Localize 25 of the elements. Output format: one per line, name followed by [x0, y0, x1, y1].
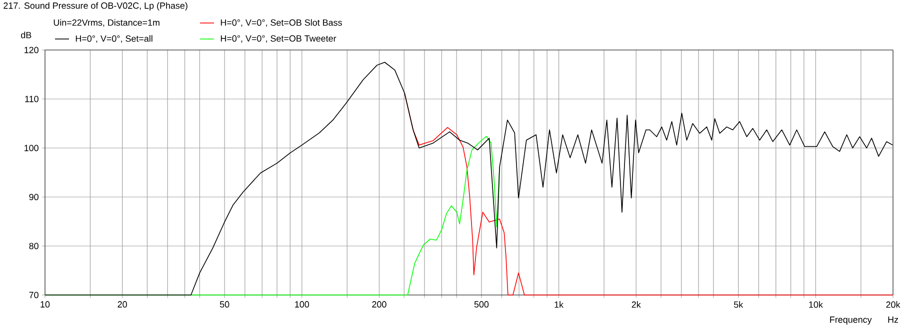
x-tick-label: 1k [554, 301, 564, 308]
x-tick-label: 5k [734, 301, 744, 308]
x-tick-label: 20 [118, 301, 127, 308]
chart-subtitle: Uin=22Vrms, Distance=1m [54, 19, 160, 27]
legend-label: H=0°, V=0°, Set=OB Tweeter [220, 35, 336, 43]
x-tick-label: 50 [220, 301, 230, 308]
chart-title: 217. Sound Pressure of OB-V02C, Lp (Phase) [4, 2, 188, 11]
y-tick-label: 120 [24, 46, 38, 54]
x-tick-label: 200 [372, 301, 386, 308]
legend-label: H=0°, V=0°, Set=OB Slot Bass [220, 19, 342, 27]
x-tick-label: 20k [886, 301, 900, 308]
y-tick-label: 100 [24, 144, 38, 152]
text: Hz [888, 316, 898, 323]
y-tick-label: 80 [29, 242, 38, 250]
x-tick-label: 10k [809, 301, 823, 308]
legend-label: H=0°, V=0°, Set=all [76, 35, 152, 43]
x-axis-title: Frequency [830, 316, 872, 325]
y-axis-title: dB [21, 32, 32, 38]
y-tick-label: 110 [25, 96, 38, 102]
y-tick-label: 90 [29, 194, 38, 200]
x-tick-label: 100 [295, 301, 310, 308]
x-tick-label: 10 [40, 301, 50, 308]
x-tick-label: 500 [474, 301, 489, 308]
x-tick-label: 2k [632, 301, 641, 308]
y-tick-label: 70 [29, 292, 38, 298]
